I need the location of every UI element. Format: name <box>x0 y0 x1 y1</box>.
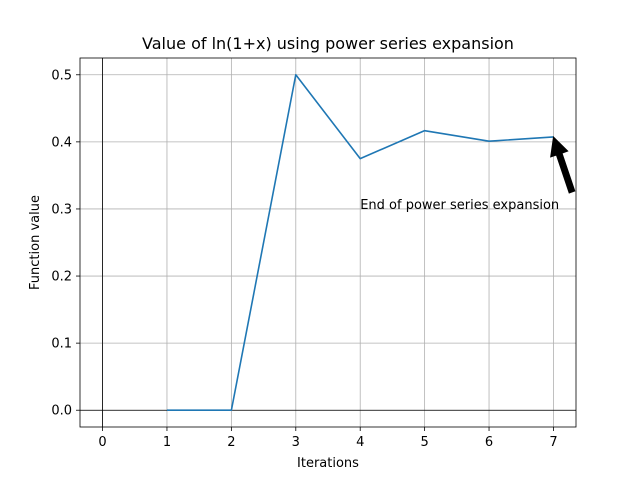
annotation-text: End of power series expansion <box>360 198 559 213</box>
annotation: End of power series expansion <box>360 135 576 213</box>
series-layer <box>166 73 554 412</box>
x-tick-label-5: 5 <box>420 435 428 450</box>
y-axis-ticks: 0.0 0.1 0.2 0.3 0.4 0.5 <box>51 68 80 419</box>
x-axis-ticks: 0 1 2 3 4 5 6 7 <box>98 427 558 450</box>
x-axis-label: Iterations <box>297 456 359 471</box>
chart-title: Value of ln(1+x) using power series expa… <box>142 34 514 53</box>
y-tick-label-1: 0.1 <box>51 337 72 352</box>
plot-area <box>80 58 576 427</box>
x-tick-label-7: 7 <box>549 435 557 450</box>
y-axis-label: Function value <box>28 195 43 290</box>
x-tick-label-3: 3 <box>292 435 300 450</box>
reference-lines <box>80 58 576 427</box>
x-tick-label-0: 0 <box>98 435 106 450</box>
series-line-0 <box>166 73 554 412</box>
y-tick-label-2: 0.2 <box>51 270 72 285</box>
x-tick-label-1: 1 <box>163 435 171 450</box>
y-tick-label-5: 0.5 <box>51 68 72 83</box>
y-tick-label-4: 0.4 <box>51 135 72 150</box>
x-tick-label-6: 6 <box>485 435 493 450</box>
y-tick-label-0: 0.0 <box>51 404 72 419</box>
x-tick-label-2: 2 <box>227 435 235 450</box>
annotation-arrow <box>550 135 576 194</box>
x-tick-label-4: 4 <box>356 435 364 450</box>
plot-frame <box>79 57 577 428</box>
y-tick-label-3: 0.3 <box>51 202 72 217</box>
